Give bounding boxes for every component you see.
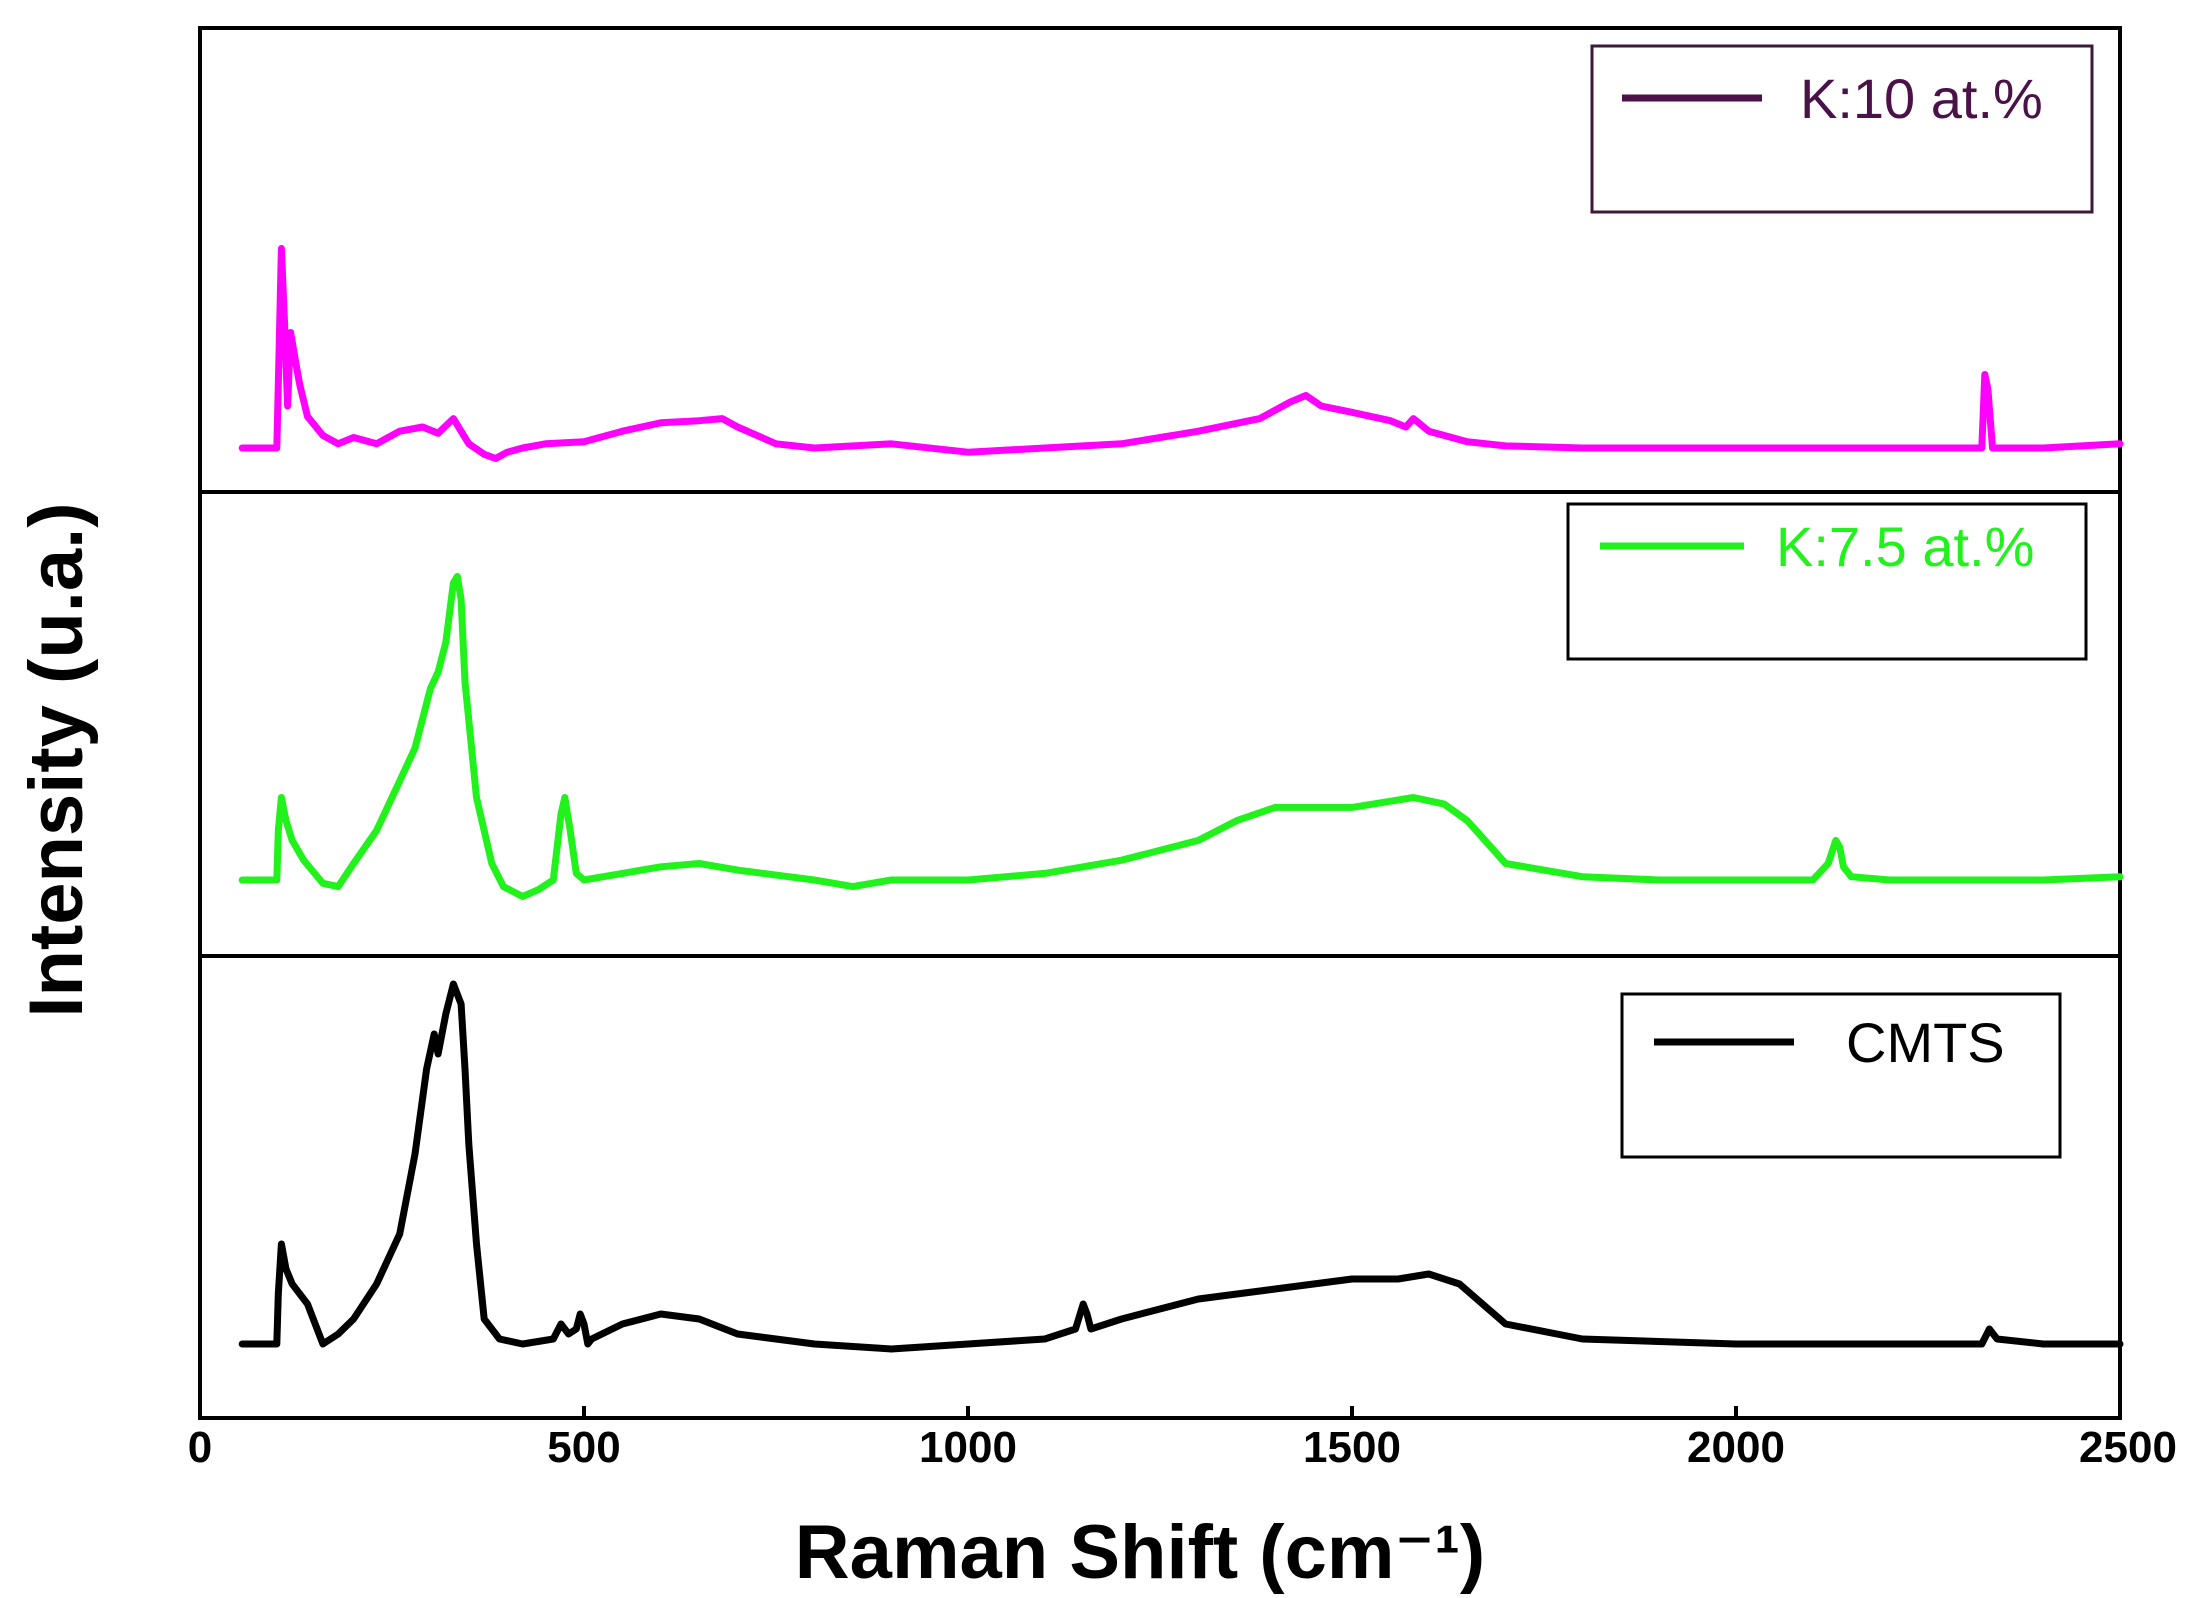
x-tick-label: 0 [188,1423,212,1472]
legend-box [1590,44,2094,214]
x-tick-label: 2000 [1687,1423,1785,1472]
legend-k10: K:10 at.% [1590,44,2094,214]
series-lines [238,245,2124,1353]
series-line-k7-5 [238,572,2124,900]
x-axis-ticks: 0 500 1000 1500 2000 2500 [188,1406,2177,1472]
legend-k7-5: K:7.5 at.% [1566,502,2088,661]
legend-cmts: CMTS [1620,992,2062,1159]
legend-label: CMTS [1846,1011,2005,1074]
legend-label: K:10 at.% [1800,67,2043,130]
x-axis-title: Raman Shift (cm⁻¹) [795,1510,1485,1595]
x-tick-label: 1000 [919,1423,1017,1472]
plot-frame [198,26,2122,1420]
legend-box [1566,502,2088,661]
legend-box [1620,992,2062,1159]
y-axis-title: Intensity (u.a.) [14,502,99,1017]
series-line-k10 [238,245,2124,462]
x-tick-label: 500 [547,1423,620,1472]
x-tick-label: 1500 [1303,1423,1401,1472]
legend-label: K:7.5 at.% [1776,515,2034,578]
x-tick-label: 2500 [2079,1423,2177,1472]
series-line-cmts [238,980,2124,1353]
